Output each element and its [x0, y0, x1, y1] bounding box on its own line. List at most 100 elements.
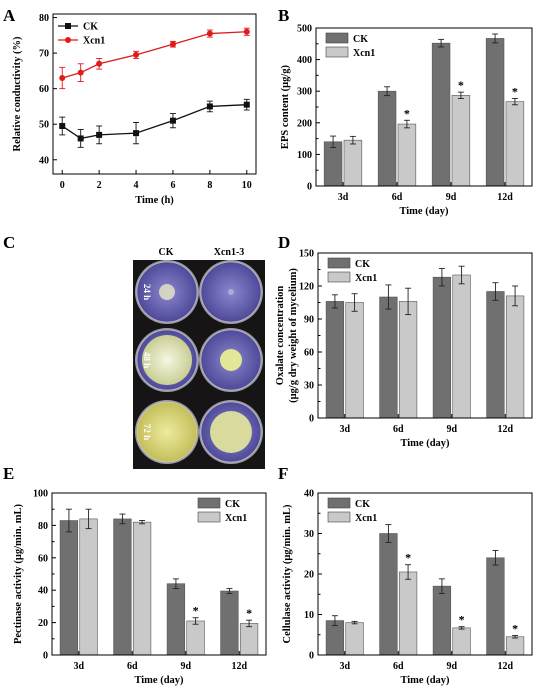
significance-asterisk: * [193, 604, 199, 618]
y-tick-label: 60 [38, 553, 48, 564]
x-tick-label: 6d [392, 192, 403, 203]
bar-ck [59, 520, 79, 656]
legend-swatch [197, 511, 221, 523]
significance-asterisk: * [512, 84, 518, 98]
fungal-colony [220, 349, 242, 371]
x-tick-label: 2 [97, 180, 102, 191]
data-point-xcn1 [59, 75, 66, 81]
legend-label: Xcn1 [225, 513, 247, 524]
data-point-ck [59, 123, 66, 129]
significance-asterisk: * [404, 106, 410, 120]
legend-marker [65, 23, 71, 29]
legend-label: CK [353, 34, 368, 45]
x-tick-label: 12d [497, 424, 513, 435]
y-tick-label: 500 [297, 24, 312, 35]
y-tick-label: 20 [304, 570, 314, 581]
y-tick-label: 40 [38, 586, 48, 597]
x-axis-label: Time (day) [400, 438, 450, 449]
petri-dish-edge [136, 261, 198, 323]
bar-ck [325, 301, 345, 419]
x-tick-label: 3d [338, 192, 349, 203]
bar-xcn1 [397, 123, 417, 187]
y-tick-label: 10 [304, 610, 314, 621]
series-line-ck [61, 104, 247, 140]
y-tick-label: 100 [297, 150, 312, 161]
photo-column-label-xcn1-3: Xcn1-3 [214, 247, 245, 258]
legend-swatch [327, 497, 351, 509]
photo-row-label: 72 h [142, 424, 152, 440]
y-tick-label: 40 [304, 489, 314, 500]
y-tick-label: 120 [299, 282, 314, 293]
x-tick-label: 6 [170, 180, 175, 191]
bar-ck [431, 42, 451, 187]
x-axis-label: Time (day) [134, 675, 184, 686]
x-tick-label: 6d [393, 661, 404, 672]
panel-C-petri-photo: CK Xcn1-3 24 h 48 h 72 h [133, 247, 265, 469]
y-tick-label: 80 [39, 13, 49, 24]
legend-label: Xcn1 [355, 513, 377, 524]
petri-dish-edge [200, 329, 262, 391]
x-tick-label: 9d [446, 192, 457, 203]
panel-letter-D: D [278, 233, 290, 252]
data-point-ck [96, 131, 103, 138]
bar-ck [432, 585, 452, 656]
y-axis-label-line1: Oxalate concentration [275, 286, 286, 386]
y-axis-label: Cellulase activity (μg/min. mL) [282, 504, 293, 643]
x-tick-label: 12d [497, 661, 513, 672]
significance-asterisk: * [459, 613, 465, 627]
legend-label: CK [355, 499, 370, 510]
y-tick-label: 0 [309, 414, 314, 425]
y-axis-label-line2: (μg/g dry weight of mycelium) [288, 268, 299, 403]
photo-row-label: 48 h [142, 352, 152, 368]
petri-dish-edge [200, 261, 262, 323]
fungal-colony [137, 402, 197, 462]
petri-dish-edge [136, 329, 198, 391]
bar-xcn1 [452, 627, 471, 656]
panel-D-oxalate-chart: 3d 6d 9d 12d 0 30 60 90 120 150 Time (day) CK Xcn1 Ox… [275, 249, 533, 449]
bar-ck [377, 90, 397, 187]
petri-dish-edge [200, 401, 262, 463]
x-tick-label: 9d [446, 661, 457, 672]
panel-letter-A: A [3, 6, 16, 25]
x-tick-label: 10 [242, 180, 252, 191]
x-axis-label: Time (day) [400, 675, 450, 686]
y-tick-label: 70 [39, 49, 49, 60]
bar-xcn1 [452, 274, 471, 419]
data-point-ck [169, 117, 176, 124]
y-tick-label: 90 [304, 315, 314, 326]
panel-letter-E: E [3, 464, 14, 483]
y-tick-label: 400 [297, 55, 312, 66]
data-point-xcn1 [206, 30, 213, 37]
panel-letter-F: F [278, 464, 288, 483]
x-tick-label: 12d [497, 192, 513, 203]
data-point-xcn1 [77, 69, 84, 76]
data-point-ck [206, 103, 213, 110]
bar-xcn1 [505, 295, 525, 419]
photo-row-label: 24 h [142, 284, 152, 300]
legend-swatch [327, 257, 351, 269]
bar-xcn1 [345, 622, 364, 656]
legend-label: CK [225, 499, 240, 510]
y-tick-label: 150 [299, 249, 314, 260]
x-tick-label: 4 [134, 180, 139, 191]
data-point-xcn1 [243, 28, 250, 35]
bar-xcn1 [451, 95, 471, 187]
legend-swatch [327, 271, 351, 283]
data-point-xcn1 [96, 60, 103, 67]
plot-frame [52, 13, 257, 175]
bar-xcn1 [345, 302, 364, 419]
x-axis-label: Time (day) [399, 206, 449, 217]
y-axis-label: Relative conductivity (%) [12, 36, 23, 151]
x-tick-label: 3d [339, 424, 350, 435]
y-tick-label: 60 [39, 84, 49, 95]
y-tick-label: 0 [309, 651, 314, 662]
data-point-ck [133, 130, 140, 137]
petri-dish-edge [136, 401, 198, 463]
y-tick-label: 300 [297, 87, 312, 98]
bar-ck [220, 590, 239, 656]
y-tick-label: 30 [304, 529, 314, 540]
legend-swatch [325, 32, 349, 44]
bar-ck [485, 38, 505, 187]
legend-marker [65, 37, 71, 43]
y-tick-label: 100 [33, 489, 48, 500]
